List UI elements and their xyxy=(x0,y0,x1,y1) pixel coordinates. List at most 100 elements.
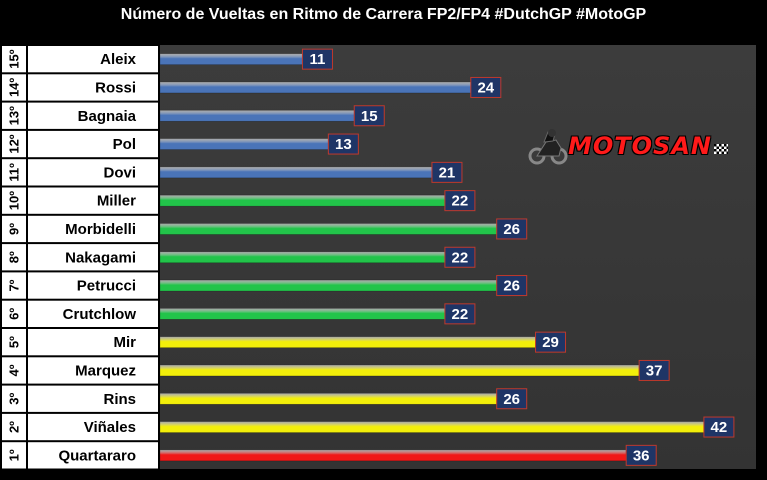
value-label: 26 xyxy=(503,221,520,238)
rider-label: Viñales xyxy=(84,419,136,436)
rank-cell xyxy=(2,442,26,469)
rank-cell xyxy=(2,329,26,356)
value-box xyxy=(444,246,476,268)
bar xyxy=(159,166,433,179)
bar xyxy=(159,449,627,462)
rider-cell xyxy=(28,159,158,186)
value-box xyxy=(444,303,476,325)
rider-cell xyxy=(28,272,158,299)
rank-label: 5º xyxy=(7,336,22,348)
rank-cell xyxy=(2,159,26,186)
value-label: 11 xyxy=(310,51,326,68)
rank-label: 13º xyxy=(7,106,22,125)
bar xyxy=(159,53,303,65)
bar xyxy=(159,308,446,320)
value-label: 26 xyxy=(503,391,520,408)
motosan-logo: MOTOSAN xyxy=(528,126,729,166)
rider-label: Miller xyxy=(97,193,136,210)
value-box xyxy=(353,105,385,127)
rider-cell xyxy=(28,385,158,412)
bar xyxy=(159,109,355,122)
rider-cell xyxy=(28,300,158,327)
bar xyxy=(159,421,705,433)
rank-cell xyxy=(2,102,26,129)
rank-cell xyxy=(2,300,26,327)
value-box xyxy=(496,218,528,240)
rank-label: 3º xyxy=(7,393,22,405)
value-label: 37 xyxy=(646,362,663,379)
rank-cell xyxy=(2,357,26,384)
rank-cell xyxy=(2,130,26,158)
bar xyxy=(159,392,498,405)
rider-cell xyxy=(28,130,158,158)
rank-label: 7º xyxy=(7,279,22,291)
rank-label: 4º xyxy=(7,364,22,376)
value-label: 36 xyxy=(633,447,650,464)
rider-label: Petrucci xyxy=(77,278,136,295)
rank-cell xyxy=(2,244,26,271)
value-label: 26 xyxy=(503,278,520,295)
value-box xyxy=(496,388,528,410)
value-label: 29 xyxy=(542,334,559,351)
rank-label: 10º xyxy=(7,191,22,210)
rider-label: Nakagami xyxy=(65,249,136,266)
value-label: 22 xyxy=(452,306,469,323)
value-box xyxy=(327,133,359,155)
rider-cell xyxy=(28,215,158,243)
value-box xyxy=(638,359,670,381)
rider-cell xyxy=(28,329,158,356)
bar xyxy=(159,251,446,264)
logo-text: MOTOSAN xyxy=(568,132,713,160)
value-box xyxy=(470,76,502,98)
chart-title: Número de Vueltas en Ritmo de Carrera FP… xyxy=(120,6,647,23)
value-label: 21 xyxy=(439,164,456,181)
rider-label: Quartararo xyxy=(58,447,136,464)
bar xyxy=(159,194,446,207)
rider-label: Mir xyxy=(114,334,137,351)
rider-cell xyxy=(28,102,158,129)
rider-label: Pol xyxy=(113,136,136,153)
rank-label: 11º xyxy=(7,163,22,182)
value-label: 22 xyxy=(452,249,469,266)
rank-cell xyxy=(2,215,26,243)
bar xyxy=(159,223,498,235)
motorcycle-icon xyxy=(528,129,568,165)
rider-label: Aleix xyxy=(100,51,137,68)
value-box xyxy=(496,275,528,297)
value-label: 15 xyxy=(361,108,378,125)
bar xyxy=(159,81,472,94)
bar xyxy=(159,279,498,292)
rider-cell xyxy=(28,357,158,384)
rider-cell xyxy=(28,187,158,214)
rank-cell xyxy=(2,413,26,441)
value-label: 42 xyxy=(711,419,728,436)
rank-label: 9º xyxy=(7,223,22,235)
rider-label: Crutchlow xyxy=(63,306,137,323)
rank-cell xyxy=(2,272,26,299)
rider-label: Marquez xyxy=(75,362,136,379)
rider-cell xyxy=(28,413,158,441)
value-label: 22 xyxy=(452,193,469,210)
value-box xyxy=(703,416,735,438)
bar xyxy=(159,138,329,150)
value-box xyxy=(444,190,476,212)
rider-label: Rins xyxy=(103,391,136,408)
rider-cell xyxy=(28,442,158,469)
rider-cell xyxy=(28,244,158,271)
rank-cell xyxy=(2,385,26,412)
rider-label: Morbidelli xyxy=(65,221,136,238)
checkered-flag-icon xyxy=(714,144,729,154)
rank-cell xyxy=(2,74,26,101)
rank-label: 15º xyxy=(7,49,22,68)
rider-label: Dovi xyxy=(103,164,136,181)
rider-cell xyxy=(28,74,158,101)
value-label: 24 xyxy=(477,79,494,96)
rider-label: Rossi xyxy=(95,79,136,96)
value-box xyxy=(301,48,333,70)
rank-label: 6º xyxy=(7,308,22,320)
rank-label: 8º xyxy=(7,251,22,263)
value-box xyxy=(431,161,463,183)
rank-label: 12º xyxy=(7,134,22,153)
